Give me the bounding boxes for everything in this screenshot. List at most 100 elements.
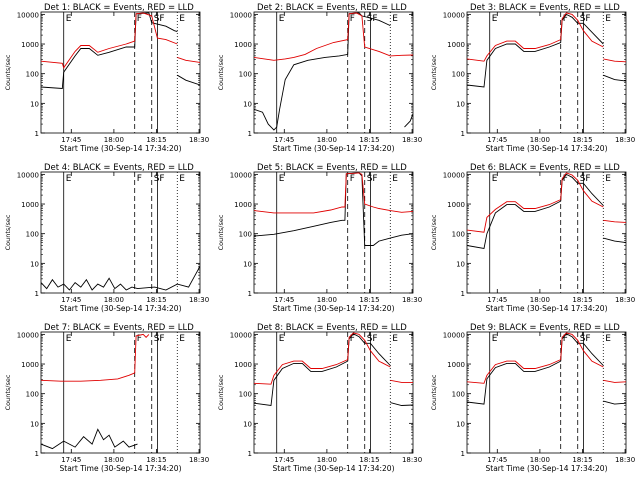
events-rate-line: [41, 12, 178, 89]
y-tick-label: 1: [248, 130, 252, 138]
y-axis-label: Counts/sec: [4, 374, 12, 410]
segment-marker-label: F: [350, 174, 355, 184]
events-rate-line: [390, 402, 413, 406]
lld-rate-line: [390, 379, 413, 383]
segment-marker-label: F: [563, 174, 568, 184]
panel-title: Det 4: BLACK = Events, RED = LLD: [44, 163, 194, 173]
y-tick-label: 1: [35, 450, 39, 458]
segment-marker-label: F: [159, 334, 164, 344]
events-rate-line: [603, 400, 626, 405]
x-axis-label: Start Time (30-Sep-14 17:34:20): [273, 144, 395, 153]
x-tick-label: 18:00: [530, 296, 550, 304]
events-rate-line: [467, 13, 604, 88]
y-tick-label: 1000: [234, 201, 252, 209]
x-tick-label: 17:45: [274, 136, 294, 144]
y-tick-label: 1000: [447, 41, 465, 49]
x-tick-label: 18:30: [402, 136, 422, 144]
detector-panel-8: Det 8: BLACK = Events, RED = LLD Counts/s…: [217, 323, 422, 473]
lld-rate-line: [467, 172, 604, 233]
y-axis-label: Counts/sec: [217, 54, 225, 90]
x-tick-label: 18:30: [615, 296, 635, 304]
x-tick-label: 18:15: [146, 136, 166, 144]
y-axis-label: Counts/sec: [4, 54, 12, 90]
y-axis-label: Counts/sec: [430, 214, 438, 250]
x-tick-label: 17:45: [61, 296, 81, 304]
y-tick-label: 1: [35, 130, 39, 138]
segment-marker-label: E: [605, 334, 611, 344]
lld-rate-line: [254, 172, 413, 214]
panel-title: Det 7: BLACK = Events, RED = LLD: [44, 323, 194, 333]
x-axis-label: Start Time (30-Sep-14 17:34:20): [60, 144, 182, 153]
x-tick-label: 18:15: [146, 456, 166, 464]
y-tick-label: 1: [248, 450, 252, 458]
panel-title: Det 8: BLACK = Events, RED = LLD: [257, 323, 407, 333]
detector-panel-6: Det 6: BLACK = Events, RED = LLD Counts/s…: [430, 163, 635, 313]
x-tick-label: 18:30: [615, 456, 635, 464]
y-tick-label: 100: [452, 231, 465, 239]
y-tick-label: 10000: [230, 331, 252, 339]
y-tick-label: 10000: [17, 11, 39, 19]
x-tick-label: 18:00: [317, 136, 337, 144]
x-tick-label: 18:00: [104, 136, 124, 144]
y-tick-label: 10000: [230, 171, 252, 179]
segment-marker-label: F: [372, 334, 377, 344]
x-tick-label: 18:30: [402, 296, 422, 304]
y-tick-label: 10000: [17, 171, 39, 179]
segment-marker-label: F: [159, 174, 164, 184]
x-axis-label: Start Time (30-Sep-14 17:34:20): [486, 464, 608, 473]
segment-marker-label: E: [179, 174, 185, 184]
panel-title: Det 3: BLACK = Events, RED = LLD: [470, 3, 620, 13]
segment-marker-label: F: [563, 334, 568, 344]
y-tick-label: 100: [452, 391, 465, 399]
lld-rate-line: [603, 58, 626, 63]
x-tick-label: 18:30: [189, 296, 209, 304]
x-axis-label: Start Time (30-Sep-14 17:34:20): [60, 304, 182, 313]
y-tick-label: 10: [243, 100, 252, 108]
y-tick-label: 1000: [21, 41, 39, 49]
events-rate-line: [404, 113, 413, 128]
y-tick-label: 1: [461, 450, 465, 458]
events-rate-line: [467, 173, 604, 250]
y-axis-label: Counts/sec: [217, 374, 225, 410]
segment-marker-label: F: [137, 334, 142, 344]
x-tick-label: 18:00: [317, 296, 337, 304]
events-rate-line: [41, 266, 200, 291]
y-tick-label: 1: [248, 290, 252, 298]
x-tick-label: 18:00: [530, 136, 550, 144]
x-tick-label: 17:45: [61, 456, 81, 464]
detector-panel-3: Det 3: BLACK = Events, RED = LLD Counts/s…: [430, 3, 635, 153]
y-tick-label: 10000: [17, 331, 39, 339]
segment-marker-label: F: [585, 334, 590, 344]
segment-marker-label: F: [585, 174, 590, 184]
events-rate-line: [467, 333, 604, 405]
x-tick-label: 18:30: [189, 136, 209, 144]
x-tick-label: 18:15: [572, 296, 592, 304]
segment-marker-label: E: [392, 174, 398, 184]
y-tick-label: 100: [239, 71, 252, 79]
segment-marker-label: E: [492, 334, 498, 344]
segment-marker-label: E: [279, 14, 285, 24]
y-tick-label: 100: [26, 71, 39, 79]
x-tick-label: 17:45: [274, 296, 294, 304]
panel-title: Det 2: BLACK = Events, RED = LLD: [257, 3, 407, 13]
detector-panel-5: Det 5: BLACK = Events, RED = LLD Counts/s…: [217, 163, 422, 313]
x-tick-label: 17:45: [487, 136, 507, 144]
panel-title: Det 5: BLACK = Events, RED = LLD: [257, 163, 407, 173]
segment-marker-label: E: [605, 14, 611, 24]
x-axis-label: Start Time (30-Sep-14 17:34:20): [486, 144, 608, 153]
panel-title: Det 6: BLACK = Events, RED = LLD: [470, 163, 620, 173]
lld-rate-line: [254, 332, 391, 385]
plot-frame: [466, 11, 627, 134]
y-tick-label: 100: [26, 391, 39, 399]
x-tick-label: 17:45: [61, 136, 81, 144]
segment-marker-label: E: [279, 334, 285, 344]
segment-marker-label: F: [585, 14, 590, 24]
x-tick-label: 18:00: [104, 456, 124, 464]
segment-marker-label: S: [367, 14, 373, 24]
y-tick-label: 100: [26, 231, 39, 239]
x-axis-label: Start Time (30-Sep-14 17:34:20): [273, 464, 395, 473]
y-tick-label: 10: [30, 420, 39, 428]
y-tick-label: 10000: [230, 11, 252, 19]
x-tick-label: 17:45: [274, 456, 294, 464]
